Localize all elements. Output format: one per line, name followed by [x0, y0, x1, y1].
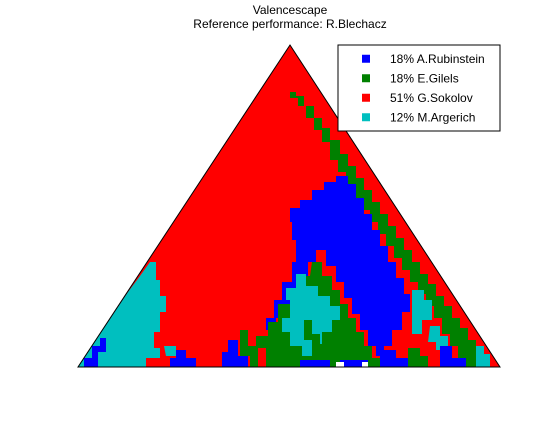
legend-entry-label: 51% G.Sokolov	[390, 91, 473, 105]
legend-swatch	[362, 113, 370, 122]
legend-swatch	[362, 93, 370, 102]
region-bottom-blue-1	[170, 350, 196, 367]
region-bottom-cyan-1	[164, 346, 176, 356]
chart-title: Valencescape	[253, 3, 328, 17]
region-argerich-lower	[282, 274, 340, 356]
region-bottom-white-2	[362, 362, 368, 367]
region-rubinstein-left	[84, 338, 106, 367]
simplex-triangle	[77, 44, 501, 368]
legend-swatch	[362, 74, 370, 83]
region-bottom-blue-3	[380, 350, 408, 367]
region-gilels-stripe	[304, 320, 320, 350]
legend-entry-label: 12% M.Argerich	[390, 110, 475, 124]
legend-swatch	[362, 54, 370, 63]
region-bottom-white-1	[336, 362, 344, 367]
region-bottom-blue-6	[340, 360, 368, 367]
legend-entry-label: 18% E.Gilels	[390, 71, 459, 85]
region-argerich-left	[78, 262, 166, 367]
region-bottom-green-2	[408, 348, 428, 367]
region-gilels-ridge	[290, 92, 476, 367]
region-bottom-cyan-2	[476, 346, 490, 367]
region-bottom-blue-5	[300, 360, 330, 367]
legend: 18% A.Rubinstein 18% E.Gilels 51% G.Sokolo…	[337, 44, 501, 132]
legend-entry-label: 18% A.Rubinstein	[390, 52, 485, 66]
chart-subtitle: Reference performance: R.Blechacz	[193, 17, 386, 31]
region-argerich-right-2	[428, 326, 448, 350]
region-bottom-green-1	[240, 330, 258, 367]
region-bottom-blue-4	[440, 346, 466, 367]
region-argerich-right	[412, 290, 432, 334]
region-rubinstein-center	[266, 176, 410, 356]
region-bottom-blue-2	[222, 340, 248, 367]
plot-area	[78, 45, 500, 367]
